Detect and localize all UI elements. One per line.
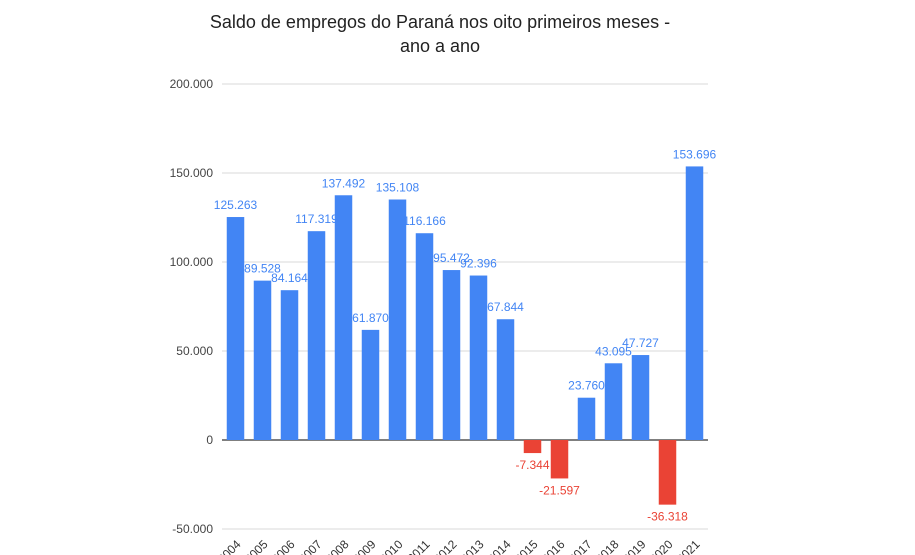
data-label-2016: -21.597	[539, 483, 580, 497]
data-label-2018: 43.095	[595, 344, 632, 358]
data-label-2010: 135.108	[376, 181, 420, 195]
y-axis-ticks: 200.000 150.000 100.000 50.000 0 -50.000	[170, 77, 214, 536]
x-tick-label: 2011	[404, 537, 432, 555]
data-label-2006: 84.164	[271, 271, 308, 285]
bar-2012	[442, 270, 461, 440]
x-tick-label: 2021	[674, 537, 703, 555]
x-tick-label: 2006	[269, 537, 298, 555]
data-label-2020: -36.318	[647, 510, 688, 524]
data-label-2019: 47.727	[622, 336, 659, 350]
x-axis-ticks: 2004200520062007200820092010201120122013…	[215, 537, 703, 555]
bar-2013	[469, 275, 488, 440]
data-label-2012: 95.472	[433, 251, 470, 265]
y-tick-label: -50.000	[172, 522, 213, 536]
data-label-2015: -7.344	[515, 458, 549, 472]
bar-2005	[253, 280, 272, 440]
bar-2019	[631, 355, 650, 440]
x-tick-label: 2004	[215, 537, 244, 555]
data-label-2004: 125.263	[214, 198, 258, 212]
chart-title-line1: Saldo de empregos do Paraná nos oito pri…	[209, 12, 671, 32]
y-tick-label: 100.000	[170, 255, 214, 269]
grid-lines	[222, 83, 708, 530]
bar-2006	[280, 290, 299, 440]
y-tick-label: 0	[206, 433, 213, 447]
data-label-2013: 92.396	[460, 257, 497, 271]
chart-title: Saldo de empregos do Paraná nos oito pri…	[0, 10, 880, 58]
x-tick-label: 2012	[431, 537, 460, 555]
data-label-2009: 61.870	[352, 311, 389, 325]
data-label-2011: 116.166	[403, 214, 446, 228]
x-tick-label: 2007	[296, 537, 325, 555]
data-label-2017: 23.760	[568, 379, 605, 393]
chart-title-line2: ano a ano	[399, 36, 481, 56]
y-tick-label: 50.000	[176, 344, 213, 358]
data-label-2005: 89.528	[244, 262, 281, 276]
bar-2010	[388, 199, 407, 440]
x-tick-label: 2017	[566, 537, 595, 555]
x-tick-label: 2020	[647, 537, 676, 555]
x-tick-label: 2013	[458, 537, 487, 555]
x-tick-label: 2009	[350, 537, 379, 555]
x-tick-label: 2010	[377, 537, 406, 555]
x-tick-label: 2014	[485, 537, 514, 555]
x-tick-label: 2015	[512, 537, 541, 555]
bar-2017	[577, 397, 596, 440]
x-tick-label: 2008	[323, 537, 352, 555]
data-label-2008: 137.492	[322, 176, 366, 190]
data-label-2014: 67.844	[487, 300, 524, 314]
bar-2018	[604, 363, 623, 440]
x-tick-label: 2018	[593, 537, 622, 555]
bar-2004	[226, 217, 245, 440]
bar-2015	[523, 440, 542, 454]
bar-2020	[658, 440, 677, 505]
bar-2008	[334, 195, 353, 440]
bars	[226, 166, 704, 505]
y-tick-label: 150.000	[170, 166, 214, 180]
data-label-2021: 153.696	[673, 147, 717, 161]
bar-2009	[361, 329, 380, 440]
x-tick-label: 2005	[242, 537, 271, 555]
x-tick-label: 2019	[620, 537, 649, 555]
bar-2014	[496, 319, 515, 440]
bar-2021	[685, 166, 704, 440]
bar-2011	[415, 233, 434, 440]
bar-2016	[550, 440, 569, 479]
data-label-2007: 117.319	[295, 212, 338, 226]
x-tick-label: 2016	[539, 537, 568, 555]
bar-2007	[307, 231, 326, 440]
y-tick-label: 200.000	[170, 77, 214, 91]
